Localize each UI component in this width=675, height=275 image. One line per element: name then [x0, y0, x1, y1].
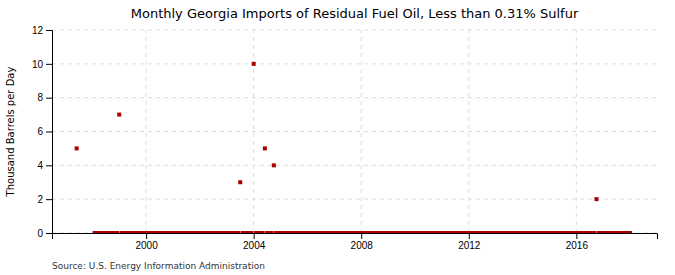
y-grid-line	[52, 97, 657, 98]
y-axis-title: Thousand Barrels per Day	[5, 67, 16, 198]
y-tick-label: 8	[37, 92, 43, 103]
x-tick-mark	[254, 233, 255, 239]
y-tick-mark	[46, 30, 52, 31]
annotation: Source: U.S. Energy Information Administ…	[52, 261, 265, 271]
y-tick-label: 12	[32, 25, 44, 36]
y-grid-line	[52, 199, 657, 200]
grid	[52, 30, 657, 233]
x-tick-mark	[146, 233, 147, 239]
title: Monthly Georgia Imports of Residual Fuel…	[131, 6, 579, 21]
y-grid-line	[52, 30, 657, 31]
x-grid-line	[146, 30, 147, 233]
x-tick: 2004	[243, 233, 266, 251]
y-tick-mark	[46, 233, 52, 234]
x-tick: 2008	[351, 233, 374, 251]
y-tick: 8	[37, 92, 52, 103]
x-grid-line	[576, 30, 577, 233]
y-tick-mark	[46, 132, 52, 133]
x-grid-line	[468, 30, 469, 233]
point	[592, 231, 596, 233]
point	[272, 163, 276, 167]
x-tick: 2000	[135, 233, 158, 251]
y-axis-line	[46, 31, 53, 234]
y-tick-mark	[46, 98, 52, 99]
x-tick-label: 2012	[458, 240, 481, 251]
y-tick-mark	[46, 64, 52, 65]
point	[249, 231, 253, 233]
x-tick: 2012	[458, 233, 481, 251]
y-tick: 10	[32, 59, 52, 70]
y-tick: 12	[32, 25, 52, 36]
point	[115, 231, 119, 233]
point	[75, 146, 79, 150]
y-tick-label: 6	[37, 126, 43, 137]
point	[628, 231, 632, 233]
y-tick-label: 4	[37, 160, 43, 171]
y-grid-line	[52, 63, 657, 64]
point	[261, 231, 265, 233]
y-grid-line	[52, 131, 657, 132]
point	[238, 180, 242, 184]
chart: 2000 2004 2008 2012 2016 0 2 4 6 8 10 12 Monthly Geo…	[0, 0, 675, 275]
point	[117, 113, 121, 117]
y-tick: 2	[37, 194, 52, 205]
x-axis-line	[53, 234, 658, 240]
x-tick-label: 2000	[135, 240, 158, 251]
x-tick-mark	[576, 233, 577, 239]
y-axis: 0 2 4 6 8 10 12	[32, 25, 53, 239]
x-tick-label: 2008	[351, 240, 374, 251]
point	[595, 197, 599, 201]
x-tick-label: 2016	[566, 240, 589, 251]
y-tick-mark	[46, 199, 52, 200]
x-tick: 2016	[566, 233, 589, 251]
y-tick-label: 2	[37, 194, 43, 205]
points	[75, 62, 632, 233]
x-tick-mark	[469, 233, 470, 239]
y-tick-label: 0	[37, 228, 43, 239]
point	[236, 231, 240, 233]
x-tick-label: 2004	[243, 240, 266, 251]
y-tick-label: 10	[32, 59, 44, 70]
y-grid-line	[52, 165, 657, 166]
x-grid-line	[361, 30, 362, 233]
y-tick: 4	[37, 160, 52, 171]
x-axis: 2000 2004 2008 2012 2016	[53, 233, 658, 251]
x-grid-line	[253, 30, 254, 233]
y-tick-mark	[46, 165, 52, 166]
y-tick: 6	[37, 126, 52, 137]
point	[252, 62, 256, 66]
x-tick-mark	[361, 233, 362, 239]
point	[270, 231, 274, 233]
point	[263, 146, 267, 150]
y-tick: 0	[37, 228, 52, 239]
